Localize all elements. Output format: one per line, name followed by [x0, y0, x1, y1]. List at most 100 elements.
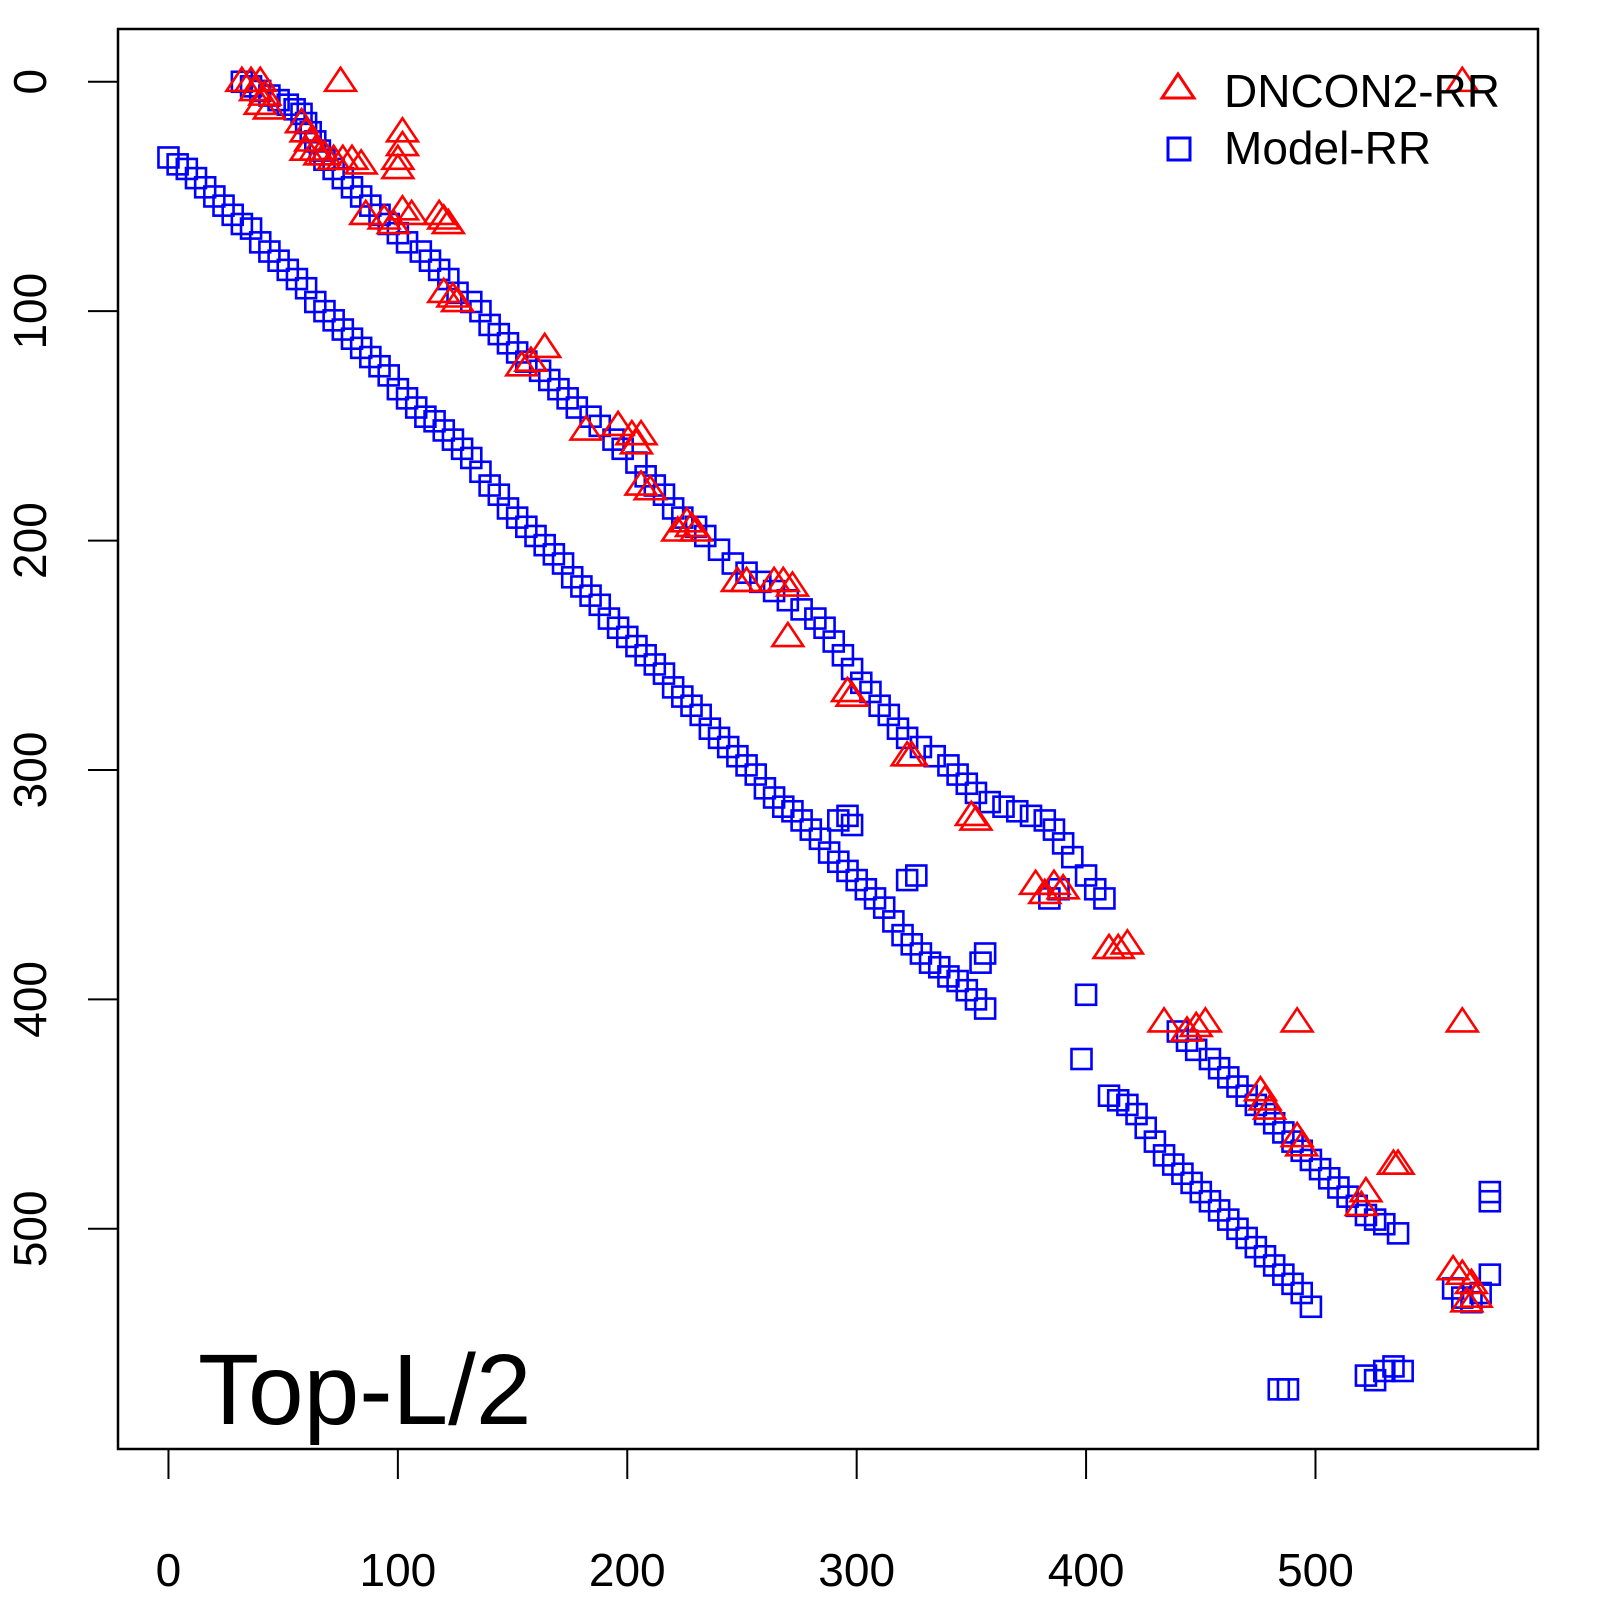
point-square [992, 795, 1015, 818]
point-triangle [568, 414, 604, 441]
point-triangle [834, 680, 870, 707]
point-triangle [347, 198, 384, 226]
point-triangle [430, 207, 467, 235]
series-dncon2-rr [224, 65, 1494, 1313]
point-triangle [251, 92, 288, 120]
point-triangle [632, 473, 669, 501]
y-axis: 0 100 200 300 400 500 [4, 69, 119, 1267]
x-tick-label: 400 [1048, 1544, 1125, 1596]
point-square [1478, 1189, 1502, 1213]
point-square [1070, 1047, 1093, 1071]
point-triangle [503, 349, 540, 377]
point-triangle [1449, 1285, 1485, 1313]
legend-label-dncon2-rr: DNCON2-RR [1224, 65, 1500, 117]
x-axis: 0 100 200 300 400 500 [156, 1448, 1354, 1596]
point-triangle [1036, 868, 1072, 896]
point-triangle [334, 143, 370, 171]
point-triangle [425, 276, 462, 304]
point-triangle [1348, 1175, 1384, 1203]
point-triangle [1100, 932, 1137, 960]
point-triangle [384, 129, 421, 157]
point-triangle [375, 207, 412, 235]
chart-annotation: Top-L/2 [198, 1334, 532, 1446]
point-square [978, 790, 1002, 814]
point-triangle [1251, 1093, 1288, 1120]
point-square [1093, 887, 1116, 910]
legend-label-model-rr: Model-RR [1224, 122, 1431, 174]
point-square [1074, 983, 1098, 1007]
point-triangle [393, 198, 430, 226]
point-square [1386, 1222, 1410, 1245]
point-triangle [366, 203, 402, 230]
point-triangle [1283, 1129, 1320, 1157]
point-triangle [288, 134, 324, 161]
point-triangle [242, 88, 279, 116]
point-square [1276, 1378, 1300, 1401]
point-square [973, 997, 997, 1020]
point-triangle [1435, 1253, 1471, 1281]
point-triangle [380, 143, 416, 171]
point-square [611, 437, 634, 461]
x-tick-label: 300 [818, 1544, 895, 1596]
point-square [1019, 804, 1043, 828]
point-square [707, 538, 731, 562]
point-triangle [600, 409, 636, 437]
point-triangle [384, 193, 421, 221]
series-model-rr [157, 70, 1502, 1401]
point-square [1478, 1263, 1502, 1286]
point-triangle [1169, 1015, 1205, 1042]
x-tick-label: 100 [359, 1544, 436, 1596]
points-layer [157, 65, 1502, 1401]
point-triangle [1458, 1281, 1494, 1308]
point-triangle [1444, 65, 1481, 93]
point-triangle [306, 138, 343, 166]
point-triangle [1146, 1005, 1182, 1033]
point-square [905, 864, 928, 887]
y-tick-label: 0 [4, 69, 56, 95]
plot-frame [116, 27, 1540, 1451]
x-tick-label: 500 [1277, 1544, 1354, 1596]
point-triangle [237, 74, 274, 102]
point-triangle [770, 620, 806, 648]
point-triangle [678, 515, 714, 542]
point-triangle [322, 65, 359, 93]
x-tick-label: 200 [589, 1544, 666, 1596]
point-triangle [1109, 927, 1146, 955]
point-square [1391, 1359, 1414, 1383]
legend-marker-triangle-icon [1159, 71, 1197, 100]
point-square [1299, 1295, 1323, 1319]
y-tick-label: 300 [4, 732, 56, 809]
point-triangle [774, 570, 811, 597]
point-triangle [728, 565, 765, 593]
point-triangle [1279, 1005, 1315, 1033]
point-triangle [765, 565, 802, 593]
y-tick-label: 400 [4, 961, 56, 1038]
point-triangle [659, 515, 696, 542]
point-triangle [1045, 872, 1081, 900]
point-triangle [384, 115, 421, 143]
point-triangle [1343, 1189, 1380, 1217]
point-triangle [1444, 1005, 1481, 1033]
point-triangle [1187, 1005, 1224, 1033]
point-triangle [1380, 1148, 1416, 1175]
legend: DNCON2-RR Model-RR [1159, 65, 1500, 174]
point-triangle [893, 739, 930, 767]
legend-marker-square-icon [1166, 136, 1192, 162]
point-triangle [526, 331, 563, 359]
point-triangle [623, 469, 659, 496]
point-square [836, 804, 859, 828]
point-square [1005, 799, 1029, 823]
point-triangle [618, 427, 655, 455]
y-tick-label: 100 [4, 273, 56, 350]
y-tick-label: 200 [4, 502, 56, 579]
point-triangle [380, 152, 416, 180]
x-tick-label: 0 [156, 1544, 182, 1596]
point-triangle [958, 804, 994, 831]
point-triangle [343, 148, 379, 175]
point-square [1061, 845, 1084, 869]
point-square [973, 942, 997, 965]
point-triangle [439, 285, 476, 313]
y-tick-label: 500 [4, 1190, 56, 1267]
point-triangle [1178, 1010, 1215, 1038]
